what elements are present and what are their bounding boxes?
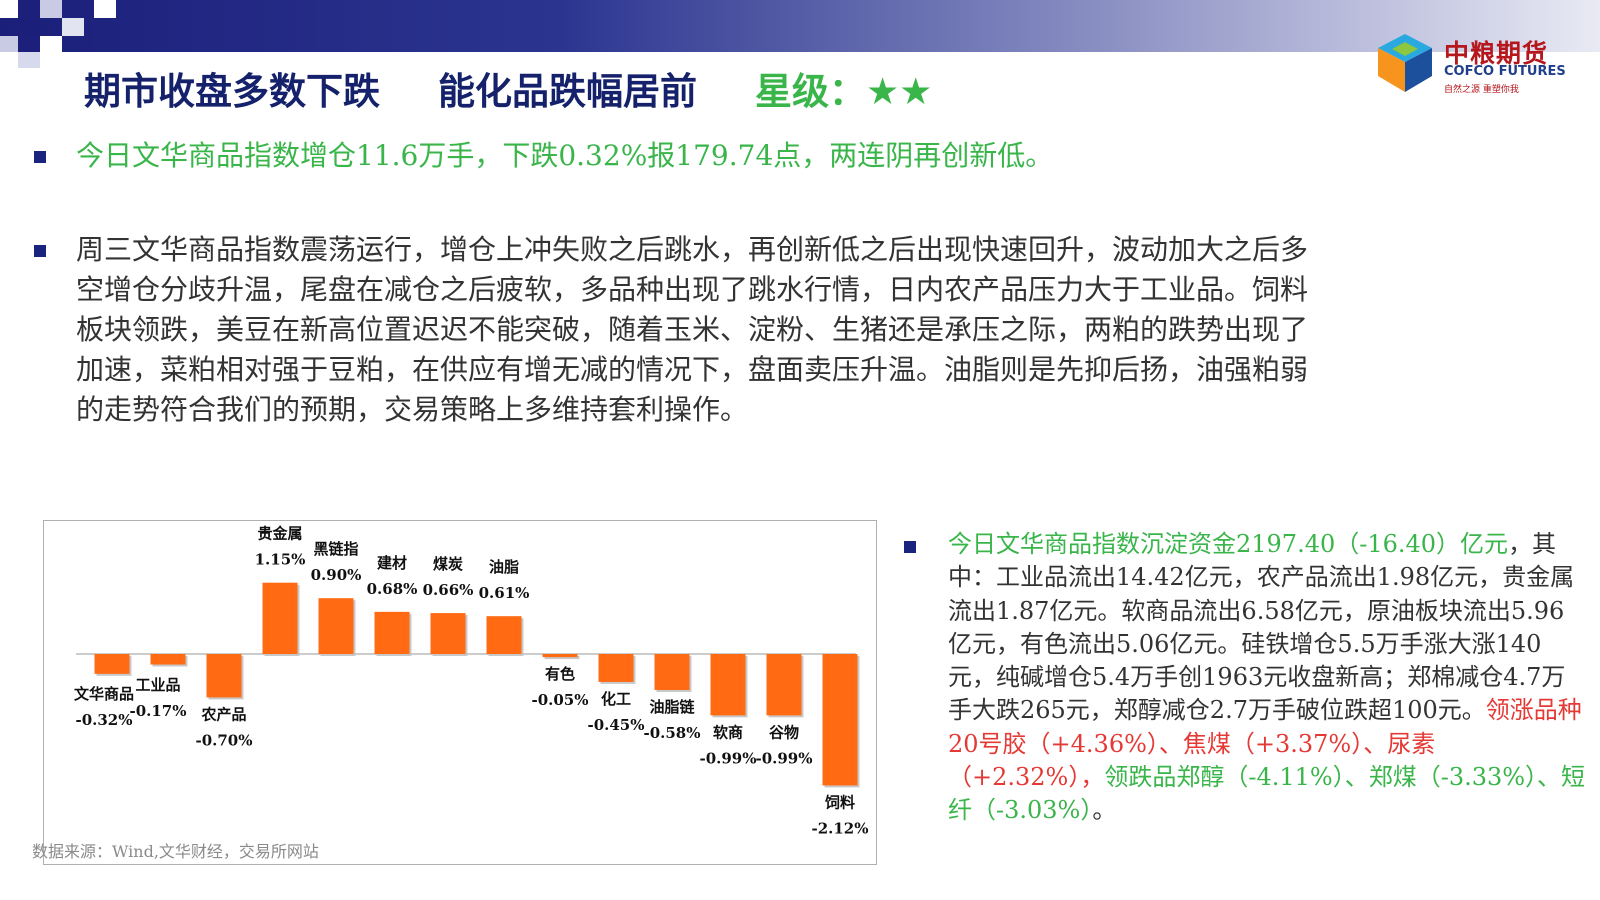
star-rating: 星级：★★ [755, 70, 933, 113]
decor-square [0, 0, 18, 18]
logo-name-en: COFCO FUTURES [1444, 64, 1566, 79]
market-commentary: 周三文华商品指数震荡运行，增仓上冲失败之后跳水，再创新低之后出现快速回升，波动加… [76, 230, 1308, 430]
category-label: 油脂链 [649, 698, 695, 716]
summary-line: 今日文华商品指数增仓11.6万手，下跌0.32%报179.74点，两连阴再创新低… [76, 139, 1054, 172]
fund-flow-end: 。 [1092, 796, 1117, 825]
value-label: -2.12% [811, 819, 868, 837]
fund-flow-text: 今日文华商品指数沉淀资金2197.40（-16.40）亿元，其中：工业品流出14… [948, 528, 1588, 828]
leading-gainers: 领涨品种20号胶（+4.36%）、焦煤（+3.37%）、尿素（+2.32%）， [948, 696, 1582, 792]
category-label: 文华商品 [74, 685, 134, 703]
bar-煤炭 [430, 613, 466, 654]
bar-有色 [542, 654, 578, 658]
decor-square [94, 0, 116, 18]
bar-油脂链 [654, 654, 690, 690]
title-main: 期市收盘多数下跌 [84, 70, 380, 113]
value-label: 1.15% [255, 551, 306, 569]
data-source-note: 数据来源：Wind,文华财经，交易所网站 [32, 842, 319, 861]
bullet-marker [904, 541, 916, 553]
bar-化工 [598, 654, 634, 682]
value-label: -0.17% [129, 702, 186, 720]
category-label: 油脂 [489, 558, 519, 576]
value-label: -0.05% [531, 691, 588, 709]
bar-饲料 [822, 654, 858, 786]
bar-软商 [710, 654, 746, 716]
leading-losers: 领跌品郑醇（-4.11%）、郑煤（-3.33%）、短纤（-3.03%） [948, 763, 1586, 825]
bar-建材 [374, 611, 410, 654]
value-label: -0.99% [755, 749, 812, 767]
bullet-marker [34, 245, 46, 257]
bar-油脂 [486, 616, 522, 654]
category-label: 饲料 [824, 793, 855, 811]
commentary-line: 周三文华商品指数震荡运行，增仓上冲失败之后跳水，再创新低之后出现快速回升，波动加… [76, 233, 1309, 266]
decor-square [18, 18, 40, 36]
value-label: -0.70% [195, 731, 252, 749]
value-label: -0.45% [587, 716, 644, 734]
commentary-line: 板块领跌，美豆在新高位置迟迟不能突破，随着玉米、淀粉、生猪还是承压之际，两粕的跌… [76, 313, 1309, 346]
bar-chart-svg: 文华商品 -0.32%工业品 -0.17% 农产品 -0.70% 贵金属 1.15% 黑链指 0… [74, 525, 869, 838]
bar-工业品 [150, 654, 186, 665]
header-band [0, 0, 1600, 52]
category-label: 有色 [545, 665, 575, 683]
cofco-cube-icon [1378, 34, 1432, 92]
category-label: 谷物 [769, 723, 799, 741]
category-label: 黑链指 [313, 540, 358, 558]
category-label: 工业品 [135, 676, 180, 694]
cofco-logo: 中粮期货 COFCO FUTURES 自然之源 重塑你我 [1372, 30, 1597, 98]
value-label: 0.61% [479, 584, 530, 602]
category-label: 化工 [601, 690, 631, 708]
value-label: -0.32% [75, 711, 132, 729]
value-label: -0.99% [699, 749, 756, 767]
commentary-line: 的走势符合我们的预期，交易策略上多维持套利操作。 [76, 393, 749, 426]
bar-黑链指 [318, 598, 354, 654]
decor-square [0, 36, 18, 52]
decor-square [40, 0, 62, 18]
category-label: 煤炭 [433, 555, 463, 573]
bar-谷物 [766, 654, 802, 716]
bar-农产品 [206, 654, 242, 698]
bar-贵金属 [262, 582, 298, 654]
category-label: 农产品 [200, 705, 246, 723]
sector-change-chart: 文华商品 -0.32% 工业品 -0.17% 农产品 -0.70% 贵金属 1.15% 黑链指 0… [43, 520, 877, 865]
value-label: 0.68% [367, 580, 418, 598]
commentary-line: 空增仓分歧升温，尾盘在减仓之后疲软，多品种出现了跳水行情，日内农产品压力大于工业… [76, 273, 1309, 306]
fund-flow-body: ，其中：工业品流出14.42亿元，农产品流出1.98亿元，贵金属流出1.87亿元… [948, 530, 1575, 725]
logo-name-cn: 中粮期货 [1444, 39, 1549, 68]
category-label: 建材 [377, 554, 407, 572]
value-label: 0.66% [423, 581, 474, 599]
bullet-marker [34, 151, 46, 163]
category-label: 软商 [713, 723, 743, 741]
title-sub: 能化品跌幅居前 [438, 70, 697, 113]
decor-square [40, 36, 62, 52]
decor-square [62, 18, 84, 36]
bar-文华商品 [94, 654, 130, 674]
decor-square [18, 52, 40, 68]
bar-shadow [544, 656, 580, 660]
logo-slogan: 自然之源 重塑你我 [1444, 85, 1519, 95]
value-label: -0.58% [643, 724, 700, 742]
category-label: 贵金属 [257, 525, 302, 543]
page-title: 期市收盘多数下跌 能化品跌幅居前 星级：★★ [84, 64, 932, 120]
fund-flow-lead: 今日文华商品指数沉淀资金2197.40（-16.40）亿元 [948, 530, 1509, 558]
value-label: 0.90% [311, 566, 362, 584]
commentary-line: 加速，菜粕相对强于豆粕，在供应有增无减的情况下，盘面卖压升温。油脂则是先抑后扬，… [76, 353, 1309, 386]
